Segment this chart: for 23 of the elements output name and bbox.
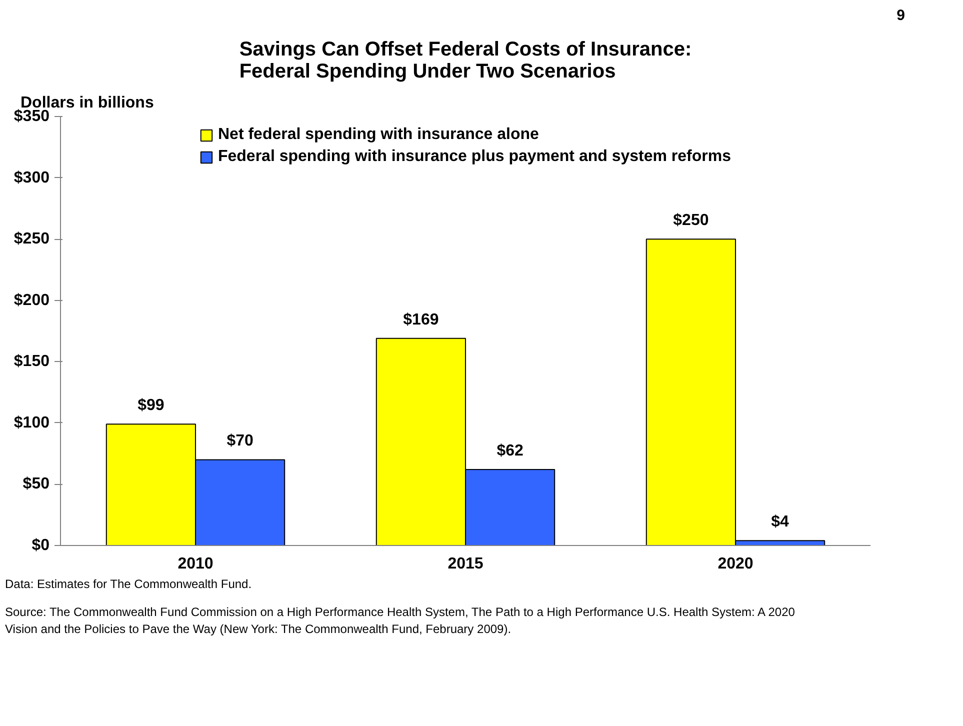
y-tick-label: $150 <box>14 354 50 371</box>
data-label: $99 <box>138 398 164 415</box>
source-note: Source: The Commonwealth Fund Commission on a High Performance Health System, The Path to a High Performance U.S. Health System: A 2020 Vision and the Policies to Pave the Way (New York: The Commonwealth Fund, February 2009). <box>5 604 796 638</box>
data-label: $169 <box>403 312 439 329</box>
x-tick-label: 2010 <box>178 556 214 573</box>
y-tick-label: $200 <box>14 292 50 310</box>
x-tick-label: 2015 <box>448 556 484 573</box>
legend-label: Net federal spending with insurance alone <box>218 126 539 144</box>
data-label: $70 <box>226 433 254 450</box>
data-label: $62 <box>496 442 524 460</box>
y-tick-label: $100 <box>14 414 50 432</box>
y-tick-label: $0 <box>32 537 50 554</box>
y-tick-label: $250 <box>14 230 50 248</box>
y-tick-label: $350 <box>14 108 50 126</box>
x-tick-label: 2020 <box>718 556 754 573</box>
chart-title: Savings Can Offset Federal Costs of Insurance: Federal Spending Under Two Scenarios <box>239 38 692 83</box>
data-label: $250 <box>673 212 709 230</box>
y-tick-label: $50 <box>22 476 50 494</box>
legend-label: Federal spending with insurance plus payment and system reforms <box>218 148 732 166</box>
y-tick-label: $300 <box>14 170 50 187</box>
data-label: $4 <box>771 514 790 532</box>
text: 9 <box>896 6 905 26</box>
text: Data: Estimates for The Commonwealth Fund. <box>5 576 252 594</box>
